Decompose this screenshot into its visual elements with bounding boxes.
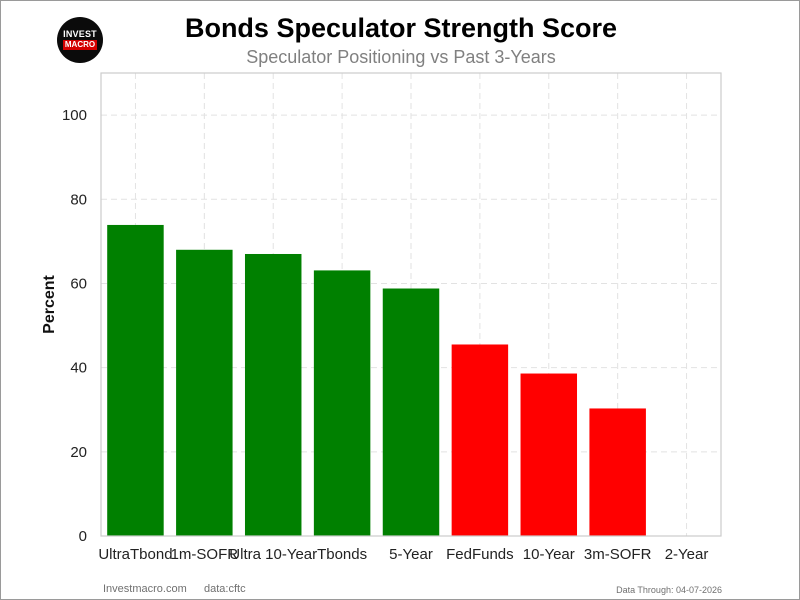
plot-area-border xyxy=(100,72,722,537)
x-tick-label: 5-Year xyxy=(389,546,433,563)
bar xyxy=(176,249,233,537)
x-tick-label: 10-Year xyxy=(523,546,575,563)
x-tick-label: FedFunds xyxy=(446,546,514,563)
y-tick-label: 40 xyxy=(70,360,87,377)
footer-data-through: Data Through: 04-07-2026 xyxy=(616,585,722,595)
chart-title: Bonds Speculator Strength Score xyxy=(184,13,618,43)
y-tick-label: 80 xyxy=(70,191,87,208)
y-tick-label: 0 xyxy=(79,528,87,545)
bar xyxy=(451,344,509,536)
y-tick-label: 100 xyxy=(62,107,87,124)
footer-source: data:cftc xyxy=(204,583,246,595)
bar xyxy=(589,408,646,536)
bar xyxy=(382,288,440,536)
y-tick-label: 60 xyxy=(70,275,87,292)
x-tick-label: Ultra 10-Year xyxy=(229,546,317,563)
x-tick-label: UltraTbond xyxy=(98,546,172,563)
bar xyxy=(244,253,302,536)
logo-text-invest: INVEST xyxy=(63,29,97,39)
x-tick-label: 3m-SOFR xyxy=(584,546,652,563)
x-tick-label: Tbonds xyxy=(317,546,367,563)
x-tick-label: 2-Year xyxy=(665,546,709,563)
y-axis-label: Percent xyxy=(41,274,58,333)
bar xyxy=(107,224,164,536)
x-tick-label: 1m-SOFR xyxy=(171,546,239,563)
chart-subtitle: Speculator Positioning vs Past 3-Years xyxy=(246,47,556,67)
bar xyxy=(313,270,371,536)
bar xyxy=(520,373,578,536)
investmacro-logo: INVEST MACRO xyxy=(57,17,103,63)
logo-text-macro: MACRO xyxy=(62,40,98,50)
y-tick-label: 20 xyxy=(70,444,87,461)
footer-site: Investmacro.com xyxy=(103,583,187,595)
